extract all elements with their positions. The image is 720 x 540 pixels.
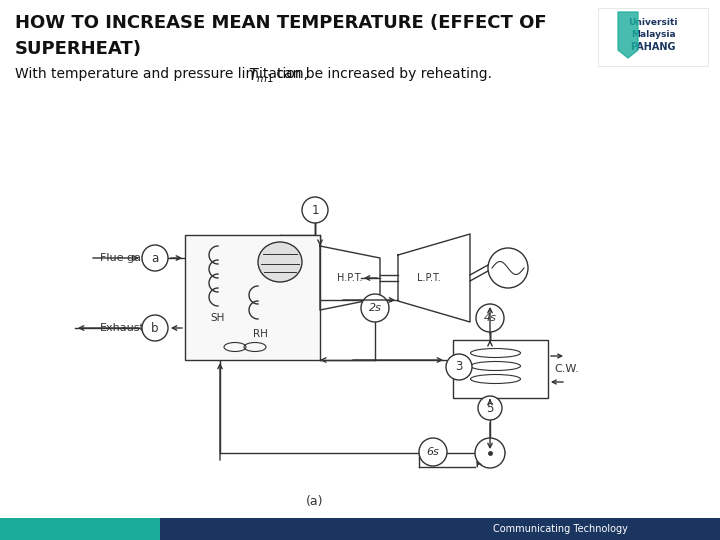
Ellipse shape xyxy=(258,242,302,282)
Text: H.P.T.: H.P.T. xyxy=(337,273,363,283)
Bar xyxy=(185,235,320,360)
Circle shape xyxy=(361,294,389,322)
Circle shape xyxy=(142,245,168,271)
Text: 1: 1 xyxy=(311,204,319,217)
Text: Exhaust: Exhaust xyxy=(100,323,145,333)
Text: SUPERHEAT): SUPERHEAT) xyxy=(15,40,142,58)
Text: SH: SH xyxy=(211,313,225,323)
Bar xyxy=(160,518,720,540)
Text: L.P.T.: L.P.T. xyxy=(417,273,441,283)
Text: RH: RH xyxy=(253,329,267,339)
Text: Flue gas: Flue gas xyxy=(100,253,147,263)
Circle shape xyxy=(475,438,505,468)
Circle shape xyxy=(419,438,447,466)
Polygon shape xyxy=(618,12,638,58)
Text: 3: 3 xyxy=(455,361,463,374)
Circle shape xyxy=(446,354,472,380)
Text: With temperature and pressure limitation,: With temperature and pressure limitation… xyxy=(15,67,312,81)
Circle shape xyxy=(476,304,504,332)
Text: 5: 5 xyxy=(486,402,494,415)
Text: HOW TO INCREASE MEAN TEMPERATURE (EFFECT OF: HOW TO INCREASE MEAN TEMPERATURE (EFFECT… xyxy=(15,14,546,32)
Text: can be increased by reheating.: can be increased by reheating. xyxy=(272,67,492,81)
Text: a: a xyxy=(151,252,158,265)
Text: Malaysia: Malaysia xyxy=(631,30,675,39)
Circle shape xyxy=(488,248,528,288)
Circle shape xyxy=(142,315,168,341)
Text: PAHANG: PAHANG xyxy=(630,42,676,52)
Text: Communicating Technology: Communicating Technology xyxy=(492,524,627,534)
Text: 4s: 4s xyxy=(484,313,496,323)
Bar xyxy=(0,518,160,540)
Bar xyxy=(453,340,548,398)
Bar xyxy=(598,8,708,66)
Circle shape xyxy=(302,197,328,223)
Text: Universiti: Universiti xyxy=(629,18,678,27)
Text: b: b xyxy=(151,321,158,334)
Text: 6s: 6s xyxy=(426,447,439,457)
Text: 2s: 2s xyxy=(369,303,382,313)
Text: $T_{m1}$: $T_{m1}$ xyxy=(248,66,274,85)
Circle shape xyxy=(478,396,502,420)
Text: (a): (a) xyxy=(306,495,324,508)
Text: C.W.: C.W. xyxy=(554,364,579,374)
